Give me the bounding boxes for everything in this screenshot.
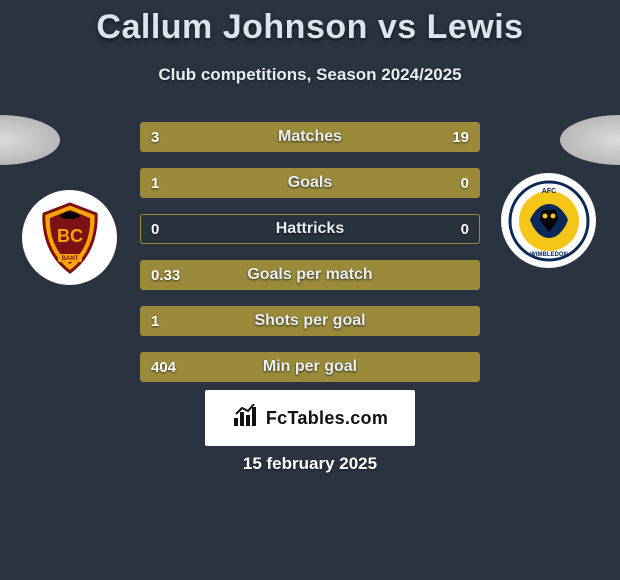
page-title: Callum Johnson vs Lewis <box>0 8 620 47</box>
team-right-crest: AFC WIMBLEDON <box>501 173 596 268</box>
stat-value-right: 0 <box>461 221 469 238</box>
stat-label: Hattricks <box>141 220 479 238</box>
svg-text:WIMBLEDON: WIMBLEDON <box>530 252 568 258</box>
stat-row: 1 Shots per goal <box>140 306 480 336</box>
stat-value-right: 19 <box>452 129 469 146</box>
stat-row: 0 Hattricks 0 <box>140 214 480 244</box>
stat-row: 0.33 Goals per match <box>140 260 480 290</box>
team-left-crest: BC BANT <box>22 190 117 285</box>
bradford-city-crest-icon: BC BANT <box>30 198 110 278</box>
svg-text:BC: BC <box>57 226 83 246</box>
branding-link[interactable]: FcTables.com <box>205 390 415 446</box>
stat-row: 1 Goals 0 <box>140 168 480 198</box>
comparison-widget: Callum Johnson vs Lewis Club competition… <box>0 0 620 580</box>
stat-label: Min per goal <box>141 358 479 376</box>
subtitle: Club competitions, Season 2024/2025 <box>0 65 620 85</box>
stat-label: Shots per goal <box>141 312 479 330</box>
shadow-left <box>0 115 60 165</box>
afc-wimbledon-crest-icon: AFC WIMBLEDON <box>508 180 590 262</box>
stat-label: Goals per match <box>141 266 479 284</box>
svg-text:BANT: BANT <box>61 256 78 262</box>
stat-row: 3 Matches 19 <box>140 122 480 152</box>
stats-list: 3 Matches 19 1 Goals 0 0 Hattricks 0 0.3… <box>140 122 480 398</box>
stat-label: Goals <box>141 174 479 192</box>
stat-value-right: 0 <box>461 175 469 192</box>
shadow-right <box>560 115 620 165</box>
branding-label: FcTables.com <box>266 408 388 429</box>
stat-row: 404 Min per goal <box>140 352 480 382</box>
chart-icon <box>232 404 260 433</box>
svg-text:AFC: AFC <box>541 188 555 195</box>
date-label: 15 february 2025 <box>0 454 620 474</box>
stat-label: Matches <box>141 128 479 146</box>
